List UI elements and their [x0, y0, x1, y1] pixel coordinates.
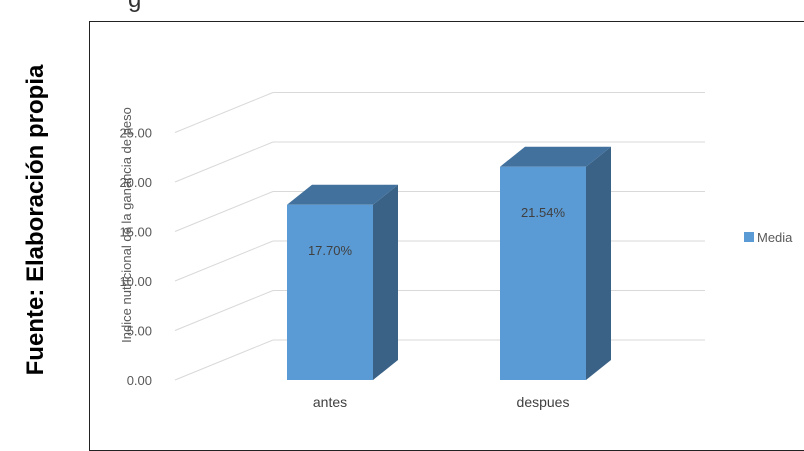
y-tick-label: 10.00: [119, 274, 152, 289]
bar-top-despues: [500, 146, 611, 167]
legend-swatch: [744, 232, 754, 242]
bar-top-antes: [287, 184, 398, 205]
y-tick-label: 0.00: [127, 373, 152, 388]
gridline-diagonal: [174, 339, 274, 381]
gridline-diagonal: [174, 290, 274, 331]
bar-side-antes: [373, 184, 398, 380]
gridline-diagonal: [174, 191, 274, 232]
gridline-diagonal: [174, 92, 274, 133]
gridline-diagonal: [174, 240, 274, 282]
cropped-heading-fragment: g: [128, 0, 141, 14]
y-tick-label: 20.00: [119, 175, 152, 190]
bar-despues: [500, 166, 586, 380]
legend-label: Media: [757, 230, 793, 245]
x-tick-label-despues: despues: [517, 394, 570, 410]
bar-side-despues: [586, 146, 611, 380]
gridline-diagonal: [174, 141, 274, 183]
y-tick-label: 15.00: [119, 225, 152, 240]
y-tick-label: 5.00: [127, 324, 152, 339]
y-tick-label: 25.00: [119, 126, 152, 141]
data-label-despues: 21.54%: [521, 205, 566, 220]
bar-antes: [287, 204, 373, 380]
x-tick-label-antes: antes: [313, 394, 347, 410]
data-label-antes: 17.70%: [308, 243, 353, 258]
y-axis-label: Indice nutricional de la ganancia de pes…: [119, 107, 134, 343]
